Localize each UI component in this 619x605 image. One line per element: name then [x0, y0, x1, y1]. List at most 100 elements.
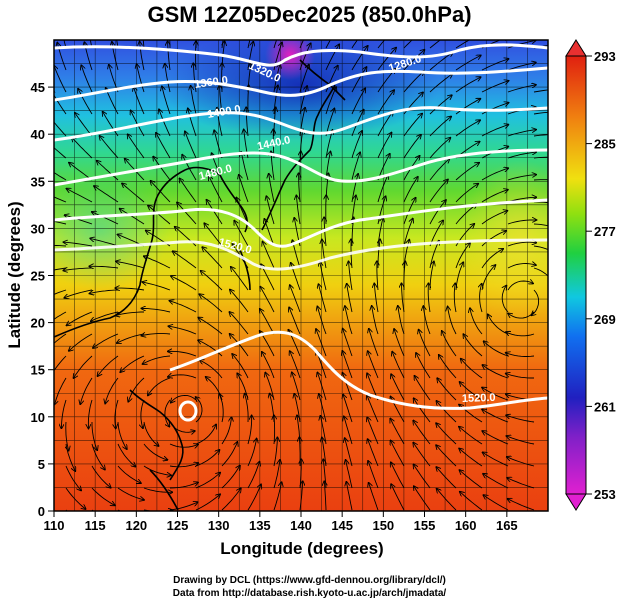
y-tick-label: 40 — [31, 127, 45, 142]
streamline — [195, 425, 216, 445]
streamline — [214, 130, 223, 159]
streamline — [483, 495, 509, 511]
streamline — [169, 444, 198, 447]
streamline — [221, 466, 240, 489]
streamline — [98, 355, 119, 376]
streamline — [207, 200, 223, 225]
y-tick-label: 25 — [31, 269, 45, 284]
streamline — [54, 90, 67, 115]
streamline — [342, 351, 353, 379]
streamline — [299, 40, 304, 49]
streamline — [351, 67, 367, 93]
streamline — [391, 484, 405, 511]
streamline — [533, 179, 548, 181]
streamline — [448, 307, 457, 335]
streamline — [148, 206, 171, 225]
streamline — [74, 355, 93, 378]
streamline — [459, 427, 483, 445]
contour-label-1400: 1400.0 — [206, 103, 241, 121]
streamline — [93, 333, 119, 348]
streamline — [429, 52, 453, 71]
streamline — [506, 332, 535, 336]
streamline — [90, 238, 119, 247]
streamline — [195, 473, 220, 489]
streamline — [507, 281, 533, 291]
streamline — [439, 355, 457, 379]
streamline — [169, 502, 198, 511]
streamline — [54, 121, 67, 137]
colorbar-max-arrow — [565, 39, 587, 57]
streamline — [180, 178, 197, 203]
streamline — [460, 470, 483, 489]
streamline — [436, 467, 457, 489]
streamline — [455, 120, 480, 137]
streamline — [377, 175, 388, 203]
contour-label-1360: 1360.0 — [194, 74, 229, 91]
streamline — [69, 163, 93, 181]
streamline — [413, 443, 431, 467]
coastlines — [54, 59, 346, 511]
colorbar-tick-label: 277 — [594, 224, 616, 239]
streamline — [391, 441, 405, 467]
lat-lon-grid — [54, 40, 548, 511]
streamline — [69, 333, 93, 351]
streamline — [220, 85, 223, 115]
streamline — [419, 330, 431, 357]
streamline — [507, 130, 536, 137]
streamline — [317, 373, 327, 401]
x-tick-label: 140 — [290, 518, 312, 533]
streamline — [269, 174, 275, 203]
streamline — [320, 262, 327, 291]
streamline — [64, 289, 93, 298]
streamline — [347, 284, 353, 313]
streamline — [54, 172, 67, 181]
streamline — [507, 264, 536, 269]
y-tick-label: 30 — [31, 221, 45, 236]
streamline — [414, 486, 431, 511]
streamline — [198, 318, 223, 335]
streamline — [221, 488, 241, 511]
chart-title: GSM 12Z05Dec2025 (850.0hPa) — [147, 2, 472, 27]
streamline — [429, 40, 441, 49]
streamline — [392, 352, 405, 379]
streamline — [65, 465, 81, 490]
streamline — [171, 394, 197, 402]
streamline — [403, 198, 416, 225]
y-tick-label: 15 — [31, 363, 45, 378]
streamline — [455, 163, 479, 181]
colorbar-ramp — [565, 55, 587, 495]
streamline — [221, 442, 237, 467]
streamline — [156, 133, 171, 159]
streamline — [488, 314, 509, 335]
streamline — [368, 439, 379, 467]
streamline — [390, 419, 405, 445]
streamline — [91, 443, 105, 470]
streamline — [429, 74, 452, 93]
streamline — [367, 417, 379, 445]
streamline — [344, 416, 353, 445]
streamline — [131, 111, 145, 137]
streamline — [416, 353, 431, 379]
colorbar: 253 261 269 277 285 293 — [565, 39, 616, 511]
streamline — [196, 397, 203, 423]
y-tick-label: 45 — [31, 80, 45, 95]
credit-text: Drawing by DCL (https://www.gfd-dennou.o… — [0, 574, 619, 600]
streamline — [182, 155, 197, 181]
streamline — [319, 394, 327, 423]
streamline — [260, 309, 275, 335]
streamline — [164, 399, 170, 427]
streamline — [322, 240, 327, 269]
streamline — [455, 243, 470, 269]
streamline — [271, 151, 275, 181]
x-tick-label: 150 — [372, 518, 394, 533]
streamline — [403, 219, 413, 247]
streamline — [234, 221, 249, 247]
streamline — [142, 282, 171, 291]
streamline — [273, 460, 280, 489]
streamline — [483, 474, 509, 489]
streamline — [162, 86, 171, 115]
streamline — [191, 86, 197, 115]
streamline — [470, 308, 483, 335]
streamline — [436, 401, 457, 423]
streamline — [454, 283, 456, 313]
